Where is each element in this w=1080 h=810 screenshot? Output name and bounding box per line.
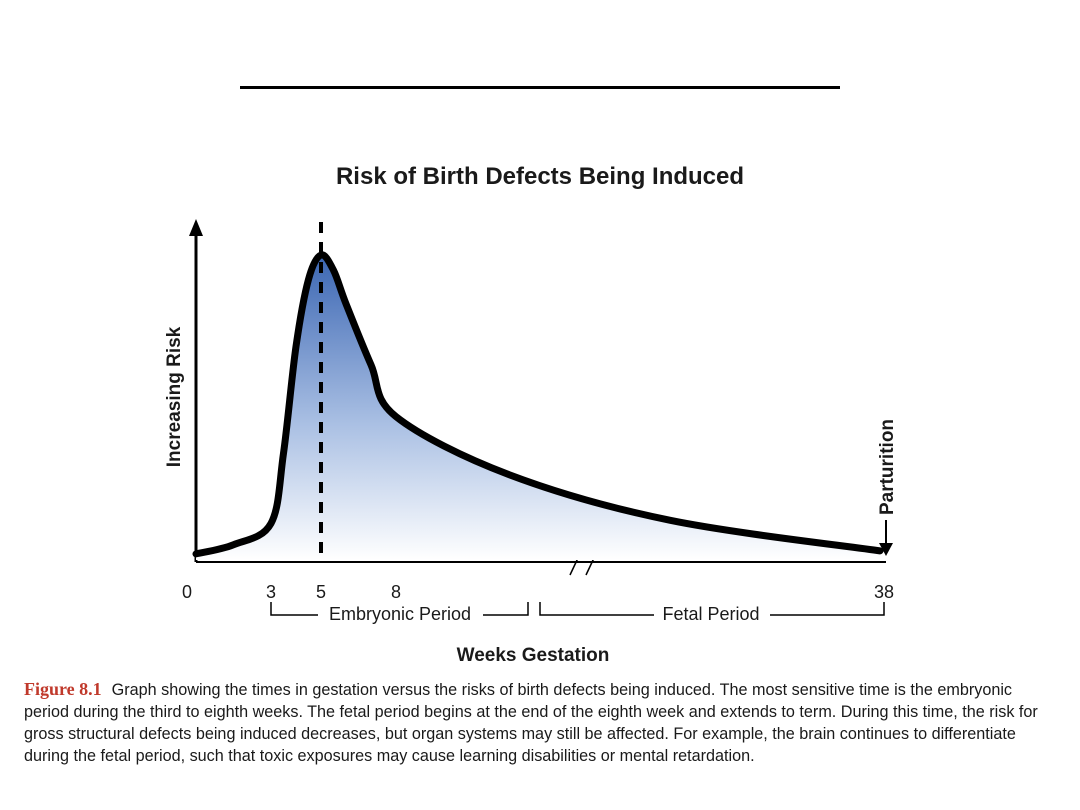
y-axis-label: Increasing Risk: [164, 326, 185, 467]
embryonic-period-label: Embryonic Period: [329, 604, 471, 624]
risk-area: [196, 254, 880, 560]
x-tick-8: 8: [391, 582, 401, 602]
x-axis-label: Weeks Gestation: [457, 645, 610, 666]
risk-chart: Risk of Birth Defects Being Induced Incr…: [164, 163, 898, 666]
parturition-label: Parturition: [877, 419, 898, 515]
top-rule: [240, 86, 840, 89]
risk-curve: [192, 251, 884, 558]
axis-break-mark-2: [585, 557, 595, 576]
figure-caption: Figure 8.1 Graph showing the times in ges…: [24, 678, 1060, 767]
x-tick-5: 5: [316, 582, 326, 602]
chart-title: Risk of Birth Defects Being Induced: [336, 163, 744, 190]
axis-break-mark-1: [569, 557, 579, 576]
embryonic-bracket-right: [483, 602, 529, 616]
parturition-arrow-head: [879, 543, 893, 556]
fetal-bracket-right: [770, 602, 885, 616]
caption-text: Graph showing the times in gestation ver…: [24, 681, 1038, 765]
fetal-period-label: Fetal Period: [662, 604, 759, 624]
y-axis-arrow: [189, 219, 203, 236]
figure-label: Figure 8.1: [24, 679, 102, 699]
x-tick-3: 3: [266, 582, 276, 602]
x-tick-0: 0: [182, 582, 192, 602]
x-tick-38: 38: [874, 582, 894, 602]
embryonic-bracket-left: [270, 602, 318, 616]
fetal-bracket-left: [539, 602, 654, 616]
